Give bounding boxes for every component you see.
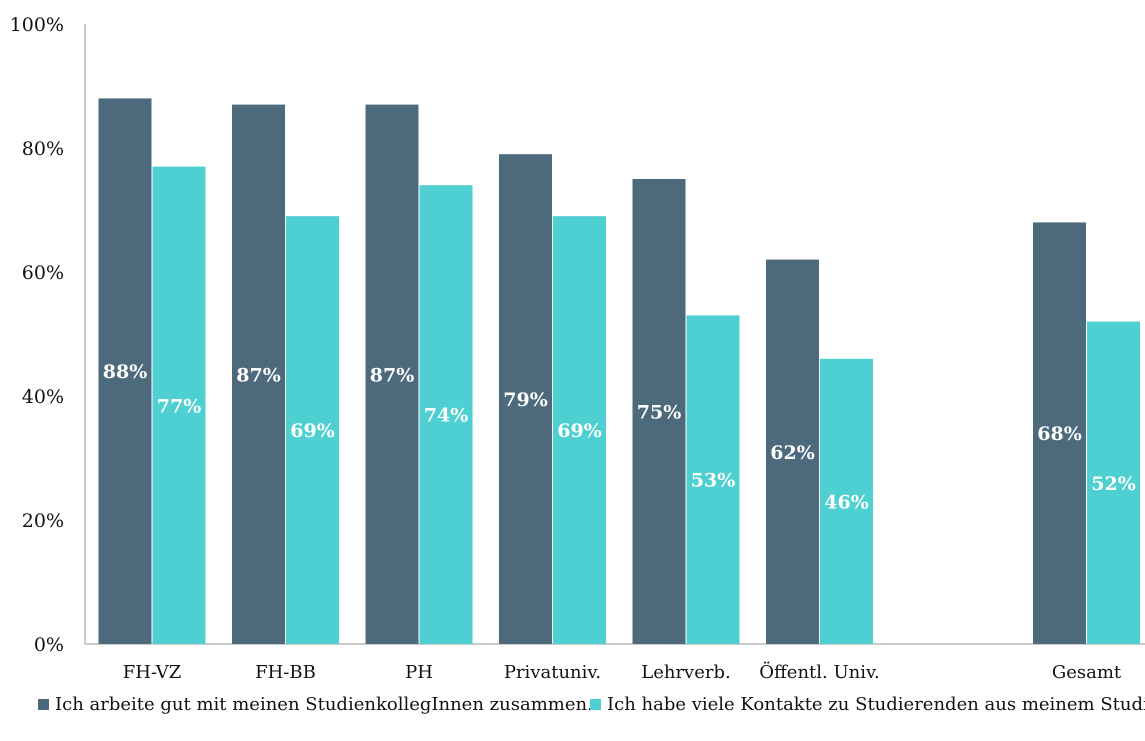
data-label-series-1: 79% xyxy=(503,389,548,411)
y-tick-label: 80% xyxy=(22,138,64,160)
data-label-series-2: 74% xyxy=(424,405,469,427)
bar-series-1 xyxy=(632,179,686,644)
category-label: PH xyxy=(405,662,433,683)
y-tick-label: 20% xyxy=(22,510,64,532)
legend-item-series-1: Ich arbeite gut mit meinen Studienkolleg… xyxy=(38,694,593,715)
bar-series-1 xyxy=(766,259,819,644)
data-label-series-1: 62% xyxy=(770,442,815,464)
data-label-series-2: 69% xyxy=(290,420,335,442)
category-labels: FH-VZ FH-BB PH Privatuniv. Lehrverb. Öffentl.… xyxy=(123,660,1122,683)
y-tick-label: 60% xyxy=(22,262,64,284)
bar-series-1 xyxy=(365,104,419,645)
bar-chart: 0% 20% 40% 60% 80% 100% 88% 77% 87% 69% 87% 74% 79%… xyxy=(10,14,1145,683)
bar-series-2 xyxy=(1087,321,1140,644)
legend-label-series-2: Ich habe viele Kontakte zu Studierenden … xyxy=(607,694,1145,715)
data-label-series-2: 52% xyxy=(1091,473,1136,495)
data-label-series-1: 88% xyxy=(103,361,148,383)
data-label-series-2: 53% xyxy=(691,470,736,492)
bar-series-2 xyxy=(152,166,206,644)
bar-series-2 xyxy=(553,216,606,644)
bar-series-2 xyxy=(286,216,339,644)
category-label: FH-BB xyxy=(255,662,316,683)
bar-series-1 xyxy=(98,98,152,644)
data-label-series-1: 75% xyxy=(637,402,682,424)
legend: Ich arbeite gut mit meinen Studienkolleg… xyxy=(0,694,1145,724)
bar-series-1 xyxy=(1033,222,1086,644)
bar-series-2 xyxy=(820,358,873,644)
legend-swatch-series-2 xyxy=(590,699,601,710)
data-label-series-2: 69% xyxy=(557,420,602,442)
y-tick-label: 0% xyxy=(34,634,64,656)
legend-label-series-1: Ich arbeite gut mit meinen Studienkolleg… xyxy=(55,694,593,715)
y-tick-label: 40% xyxy=(22,386,64,408)
bar-series-2 xyxy=(419,185,473,644)
data-label-series-2: 46% xyxy=(824,491,869,513)
category-label: Öffentl. Univ. xyxy=(759,660,880,683)
legend-swatch-series-1 xyxy=(38,699,49,710)
data-label-series-1: 68% xyxy=(1037,423,1082,445)
bar-series-1 xyxy=(499,154,552,644)
category-label: Lehrverb. xyxy=(641,662,730,683)
bar-series-2 xyxy=(686,315,740,644)
y-tick-label: 100% xyxy=(10,14,64,36)
data-label-series-1: 87% xyxy=(370,364,415,386)
legend-item-series-2: Ich habe viele Kontakte zu Studierenden … xyxy=(590,694,1145,715)
data-label-series-2: 77% xyxy=(157,395,202,417)
bars: 88% 77% 87% 69% 87% 74% 79% 69% 75% 53% 62% 46% 68% 5… xyxy=(98,98,1140,645)
bar-series-1 xyxy=(232,104,285,645)
category-label: FH-VZ xyxy=(123,662,181,683)
data-label-series-1: 87% xyxy=(236,364,281,386)
category-label: Gesamt xyxy=(1052,662,1122,683)
category-label: Privatuniv. xyxy=(504,662,601,683)
